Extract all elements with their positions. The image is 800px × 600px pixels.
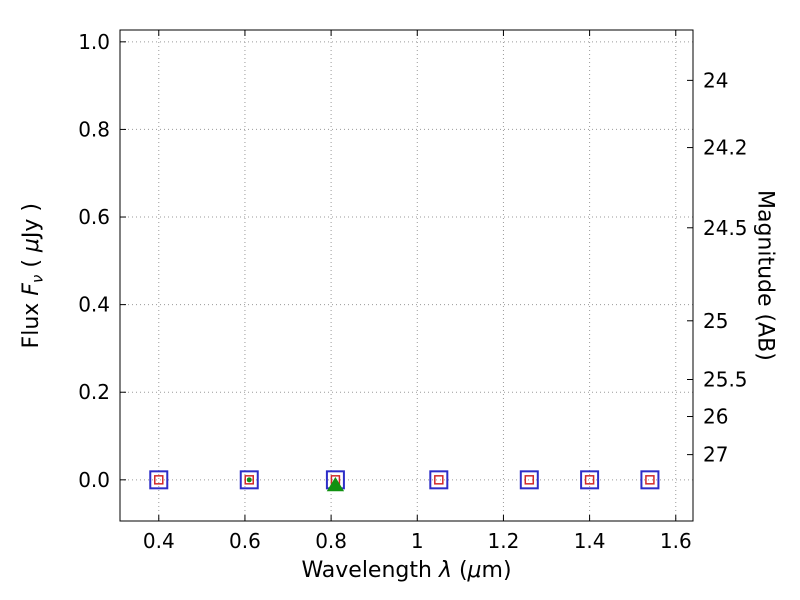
observed-photometry-marker [429,470,449,490]
right-y-axis-label-text: Magnitude (AB) [752,190,778,361]
x-tick-label: 1.6 [660,529,692,553]
flux-label-text: Flux [19,295,45,349]
left-y-tick-label: 0.4 [78,293,110,317]
observed-photometry-marker [239,470,259,490]
left-y-tick-label: 1.0 [78,30,110,54]
observed-photometry-marker [580,470,600,490]
observed-photometry-marker [149,470,169,490]
right-y-tick-label: 26 [703,405,728,429]
mu-symbol: μ [467,558,482,583]
detection-triangle-marker [326,476,345,492]
x-axis-label: Wavelength λ (μm) [120,558,693,583]
right-y-tick-label: 24 [703,68,728,92]
axes-frame [119,29,694,522]
model-photometry-marker [154,475,164,485]
observed-photometry-marker [640,470,660,490]
right-y-tick-label: 27 [703,443,728,467]
right-y-axis-label: Magnitude (AB) [748,30,782,521]
left-y-axis-label-text: Flux Fν ( μJy ) [19,203,46,348]
x-tick-label: 1.2 [488,529,520,553]
left-y-tick-label: 0.8 [78,117,110,141]
left-y-tick-label: 0.2 [78,380,110,404]
right-y-tick-label: 25 [703,309,728,333]
right-y-tick-label: 24.2 [703,136,748,160]
left-y-tick-label: 0.6 [78,205,110,229]
nu-subscript: ν [28,274,47,283]
detection-dot-marker [246,477,252,483]
x-axis-label-text: m) [481,558,512,583]
model-photometry-marker [524,475,535,485]
x-axis-label-text: ( [451,558,468,583]
x-tick-label: 1 [411,529,424,553]
x-tick-label: 0.8 [315,529,347,553]
x-tick-label: 1.4 [574,529,606,553]
lambda-symbol: λ [438,558,452,583]
flux-F-symbol: F [19,282,45,296]
x-tick-label: 0.4 [143,529,175,553]
right-y-tick-label: 25.5 [703,367,748,391]
x-axis-label-text: Wavelength [301,558,439,583]
x-tick-label: 0.6 [229,529,261,553]
mu-symbol: μ [19,237,45,252]
flux-label-text: ( [19,251,45,275]
flux-label-text: Jy ) [19,202,45,238]
observed-photometry-marker [519,470,539,490]
left-y-tick-label: 0.0 [78,468,110,492]
model-photometry-marker [645,475,655,485]
model-photometry-marker [584,475,595,485]
right-y-tick-label: 24.5 [703,216,748,240]
model-photometry-marker [244,475,254,485]
model-photometry-marker [434,475,444,485]
left-y-axis-label: Flux Fν ( μJy ) [16,30,50,521]
